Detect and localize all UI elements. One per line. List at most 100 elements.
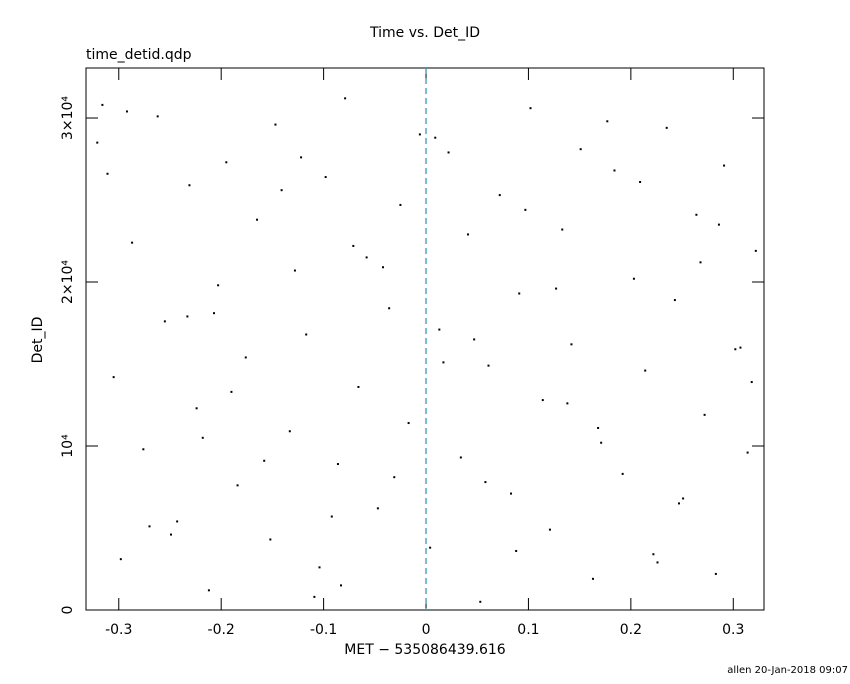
point bbox=[418, 133, 421, 136]
point bbox=[244, 356, 247, 359]
point bbox=[734, 348, 737, 351]
subtitle: time_detid.qdp bbox=[86, 47, 192, 63]
point bbox=[447, 151, 450, 154]
point bbox=[318, 566, 321, 569]
point bbox=[561, 228, 564, 231]
point bbox=[195, 407, 198, 410]
chart-title: Time vs. Det_ID bbox=[369, 25, 480, 41]
point bbox=[479, 600, 482, 603]
point bbox=[746, 451, 749, 454]
point bbox=[754, 249, 757, 252]
point bbox=[695, 213, 698, 216]
point bbox=[434, 136, 437, 139]
point bbox=[677, 502, 680, 505]
point bbox=[541, 399, 544, 402]
point bbox=[438, 328, 441, 331]
point bbox=[750, 381, 753, 384]
point bbox=[639, 180, 642, 183]
point bbox=[119, 558, 122, 561]
point bbox=[207, 589, 210, 592]
y-axis-label: Det_ID bbox=[30, 317, 46, 364]
point bbox=[682, 497, 685, 500]
point bbox=[484, 481, 487, 484]
point bbox=[656, 561, 659, 564]
point bbox=[330, 515, 333, 518]
point bbox=[376, 507, 379, 510]
point bbox=[600, 441, 603, 444]
point bbox=[352, 244, 355, 247]
x-tick-label: 0.2 bbox=[620, 622, 642, 638]
point bbox=[336, 463, 339, 466]
point bbox=[217, 284, 220, 287]
y-tick-label: 0 bbox=[60, 606, 76, 615]
point bbox=[591, 577, 594, 580]
y-tick-label: 2×10⁴ bbox=[60, 260, 76, 304]
point bbox=[176, 520, 179, 523]
plot-frame bbox=[85, 67, 765, 611]
point bbox=[131, 241, 134, 244]
point bbox=[606, 120, 609, 123]
point bbox=[467, 233, 470, 236]
point bbox=[288, 430, 291, 433]
point bbox=[186, 315, 189, 318]
point bbox=[280, 189, 283, 192]
point bbox=[142, 448, 145, 451]
point bbox=[163, 320, 166, 323]
point bbox=[459, 456, 462, 459]
point bbox=[597, 426, 600, 429]
x-tick-label: -0.2 bbox=[208, 622, 235, 638]
point bbox=[263, 459, 266, 462]
point bbox=[344, 97, 347, 100]
point bbox=[305, 333, 308, 336]
point bbox=[555, 287, 558, 290]
point bbox=[442, 361, 445, 364]
point bbox=[324, 176, 327, 179]
point bbox=[340, 584, 343, 587]
point bbox=[101, 103, 104, 106]
y-tick-label: 10⁴ bbox=[60, 434, 76, 458]
point bbox=[548, 528, 551, 531]
footer: allen 20-Jan-2018 09:07 bbox=[727, 665, 848, 676]
point bbox=[106, 172, 109, 175]
point bbox=[579, 148, 582, 151]
point bbox=[714, 572, 717, 575]
point bbox=[399, 203, 402, 206]
point bbox=[665, 126, 668, 129]
point bbox=[188, 184, 191, 187]
point bbox=[148, 525, 151, 528]
x-tick-label: -0.1 bbox=[310, 622, 337, 638]
point bbox=[487, 364, 490, 367]
point bbox=[717, 223, 720, 226]
point bbox=[300, 156, 303, 159]
point bbox=[429, 546, 432, 549]
point bbox=[570, 343, 573, 346]
point bbox=[621, 472, 624, 475]
x-tick-label: 0.3 bbox=[722, 622, 744, 638]
x-tick-label: 0 bbox=[422, 622, 431, 638]
point bbox=[365, 256, 368, 259]
point bbox=[96, 141, 99, 144]
x-axis-label: MET − 535086439.616 bbox=[344, 642, 506, 658]
x-tick-label: -0.3 bbox=[105, 622, 132, 638]
point bbox=[510, 492, 513, 495]
point bbox=[388, 307, 391, 310]
point bbox=[529, 107, 532, 110]
point bbox=[170, 533, 173, 536]
point bbox=[256, 218, 259, 221]
point bbox=[201, 436, 204, 439]
y-tick-label: 3×10⁴ bbox=[60, 96, 76, 140]
point bbox=[236, 484, 239, 487]
point bbox=[213, 312, 216, 315]
point bbox=[230, 390, 233, 393]
point bbox=[632, 277, 635, 280]
point bbox=[723, 164, 726, 167]
point bbox=[515, 549, 518, 552]
point bbox=[125, 110, 128, 113]
point bbox=[739, 346, 742, 349]
point bbox=[518, 292, 521, 295]
point bbox=[524, 208, 527, 211]
point bbox=[703, 413, 706, 416]
point bbox=[269, 538, 272, 541]
point bbox=[673, 299, 676, 302]
